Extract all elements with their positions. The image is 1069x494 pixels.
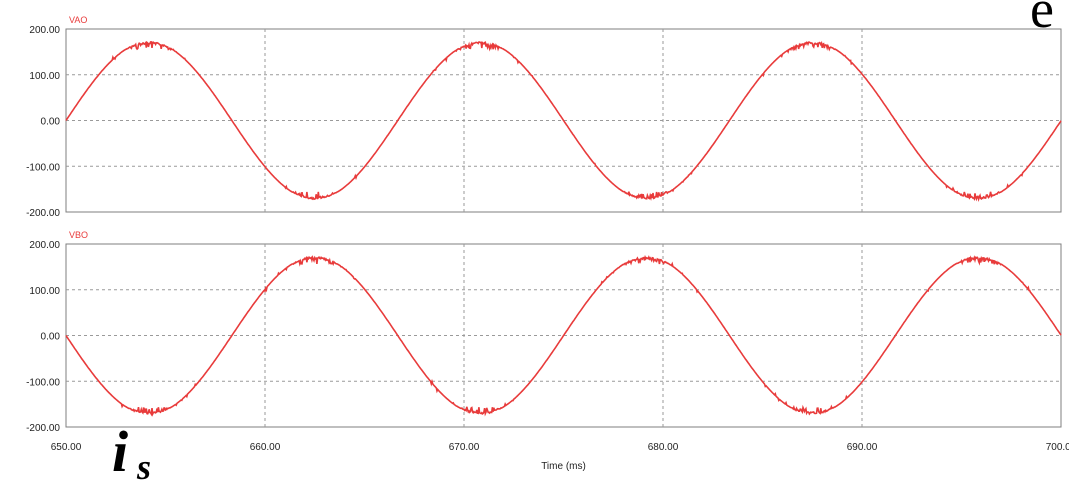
y-tick-label: -100.00: [26, 377, 60, 388]
y-tick-label: 200.00: [29, 25, 60, 36]
panel-label: VBO: [69, 230, 88, 240]
panel-vbo: -200.00 -100.00 0.00 100.00 200.00 VBO 650.00 6…: [26, 230, 1069, 472]
panel-label: VAO: [69, 15, 87, 25]
x-tick-label: 650.00: [51, 442, 82, 453]
y-tick-label: -200.00: [26, 208, 60, 219]
overlay-letter-e: e: [1030, 0, 1054, 40]
x-tick-label: 700.00: [1046, 442, 1069, 453]
y-tick-label: 0.00: [41, 117, 61, 128]
x-tick-label: 660.00: [250, 442, 281, 453]
panel-vao: -200.00 -100.00 0.00 100.00 200.00 VAO: [26, 15, 1061, 219]
y-tick-label: 100.00: [29, 286, 60, 297]
x-axis-label: Time (ms): [541, 461, 586, 472]
y-tick-label: 100.00: [29, 71, 60, 82]
y-tick-label: -100.00: [26, 162, 60, 173]
y-tick-label: -200.00: [26, 423, 60, 434]
overlay-letter-i: i: [112, 418, 128, 485]
overlay-letter-s: s: [137, 446, 151, 488]
y-tick-label: 200.00: [29, 240, 60, 251]
x-tick-label: 680.00: [648, 442, 679, 453]
y-tick-label: 0.00: [41, 332, 61, 343]
x-tick-label: 670.00: [449, 442, 480, 453]
x-tick-label: 690.00: [847, 442, 878, 453]
